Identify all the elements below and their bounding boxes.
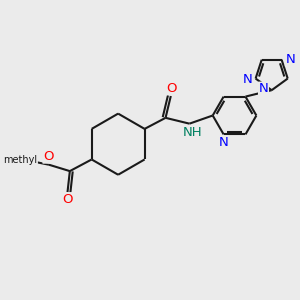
Text: N: N bbox=[243, 73, 252, 85]
Text: N: N bbox=[219, 136, 229, 149]
Text: methyl: methyl bbox=[3, 155, 38, 165]
Text: O: O bbox=[62, 193, 73, 206]
Text: NH: NH bbox=[182, 126, 202, 139]
Text: N: N bbox=[259, 82, 269, 95]
Text: N: N bbox=[285, 53, 295, 66]
Text: O: O bbox=[43, 150, 53, 163]
Text: O: O bbox=[166, 82, 177, 94]
